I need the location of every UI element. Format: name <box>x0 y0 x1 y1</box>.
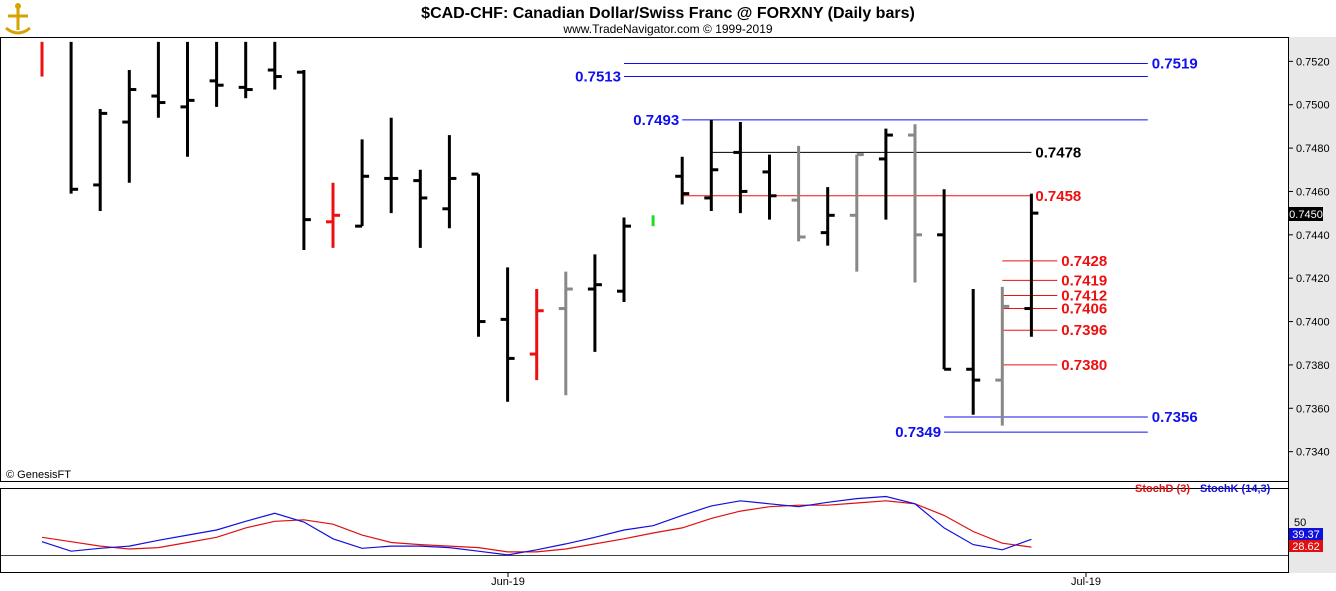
ohlc-bar <box>122 70 137 183</box>
last-price-marker: 0.7450 <box>1289 207 1323 221</box>
stoch-level-tick: 50 <box>1294 517 1306 529</box>
level-label: 0.7419 <box>1061 272 1107 289</box>
level-label: 0.7406 <box>1061 301 1107 318</box>
ohlc-bar <box>558 271 573 396</box>
y-tick-label: 0.7400 <box>1296 317 1330 329</box>
level-0-7349: 0.7349 <box>895 424 1148 441</box>
ohlc-bar <box>704 119 719 211</box>
price-axis-ticks: 0.7520 0.7500 0.7480 0.7460 0.7440 0.7420 0.74… <box>1288 56 1330 459</box>
level-label: 0.7412 <box>1061 288 1107 305</box>
ohlc-bar <box>849 153 864 272</box>
ohlc-bar <box>93 109 108 211</box>
ohlc-bar <box>326 182 340 248</box>
y-tick-label: 0.7440 <box>1296 230 1330 242</box>
level-0-7478: 0.7478 <box>711 144 1081 161</box>
ohlc-bar <box>384 117 399 214</box>
level-label: 0.7396 <box>1061 322 1107 339</box>
level-0-7396: 0.7396 <box>1002 322 1107 339</box>
ohlc-bar <box>820 187 835 246</box>
ohlc-bar <box>413 169 428 248</box>
y-tick-label: 0.7480 <box>1296 143 1330 155</box>
chart-subtitle: www.TradeNavigator.com © 1999-2019 <box>562 22 772 36</box>
level-label: 0.7458 <box>1035 188 1081 205</box>
level-label: 0.7356 <box>1152 409 1198 426</box>
stoch-d-marker: 28.62 <box>1289 540 1323 553</box>
y-tick-label: 0.7500 <box>1296 100 1330 112</box>
price-bars <box>40 41 1039 426</box>
ohlc-bar <box>617 217 631 303</box>
level-0-7493: 0.7493 <box>633 112 1148 129</box>
y-tick-label: 0.7340 <box>1296 447 1330 459</box>
level-0-7412: 0.7412 <box>1002 288 1107 305</box>
ohlc-bar <box>587 254 602 352</box>
ohlc-bar <box>529 289 544 381</box>
level-label: 0.7428 <box>1061 253 1107 270</box>
ohlc-bar <box>500 267 515 402</box>
ohlc-bar <box>267 41 282 90</box>
ohlc-bar <box>733 122 748 214</box>
ohlc-bar <box>180 41 195 157</box>
last-price-label: 0.7450 <box>1289 209 1323 221</box>
level-label: 0.7513 <box>575 69 621 86</box>
ohlc-bar <box>791 145 806 242</box>
y-tick-label: 0.7380 <box>1296 360 1330 372</box>
ohlc-bar <box>937 189 952 371</box>
annotation-levels: 0.7519 0.7513 0.7493 0.7478 0.7458 0.7428 0.74… <box>575 56 1198 442</box>
ohlc-bar <box>675 156 690 205</box>
level-0-7519: 0.7519 <box>624 56 1198 73</box>
price-axis-background <box>1288 37 1336 573</box>
ohlc-bar <box>355 139 370 228</box>
level-label: 0.7478 <box>1035 144 1081 161</box>
x-tick-label: Jul-19 <box>1071 576 1101 588</box>
level-0-7406: 0.7406 <box>1002 301 1107 318</box>
stoch-d-legend: StochD (3) <box>1135 483 1190 495</box>
stochastic-panel-frame <box>0 488 1289 573</box>
ohlc-bar <box>151 41 166 118</box>
ohlc-bar <box>296 70 311 250</box>
level-0-7428: 0.7428 <box>1002 253 1107 270</box>
level-0-7356: 0.7356 <box>944 409 1198 426</box>
level-0-7419: 0.7419 <box>1002 272 1107 289</box>
ohlc-bar <box>995 286 1010 426</box>
ohlc-bar <box>238 41 253 99</box>
stoch-d-line <box>41 500 1032 553</box>
chart-title: $CAD-CHF: Canadian Dollar/Swiss Franc @ … <box>421 5 915 22</box>
ohlc-bar <box>908 124 922 283</box>
y-tick-label: 0.7460 <box>1296 186 1330 198</box>
stoch-k-line <box>41 495 1032 556</box>
level-label: 0.7519 <box>1152 56 1198 73</box>
ohlc-bar <box>471 172 486 337</box>
ohlc-bar <box>209 41 224 107</box>
ohlc-bar <box>762 154 777 220</box>
stoch-k-value: 39.37 <box>1292 529 1320 541</box>
y-tick-label: 0.7520 <box>1296 56 1330 68</box>
level-label: 0.7493 <box>633 112 679 129</box>
stoch-k-legend: StochK (14,3) <box>1200 483 1271 495</box>
ohlc-bar <box>1024 193 1039 337</box>
stoch-k-marker: 39.37 <box>1289 528 1323 541</box>
y-tick-label: 0.7360 <box>1296 403 1330 415</box>
stoch-d-value: 28.62 <box>1292 541 1320 553</box>
ohlc-bar <box>442 135 457 229</box>
level-0-7513: 0.7513 <box>575 69 1148 86</box>
ohlc-bar <box>878 128 893 220</box>
logo-icon <box>5 3 31 35</box>
level-0-7380: 0.7380 <box>1002 357 1107 374</box>
x-tick-label: Jun-19 <box>491 576 525 588</box>
level-label: 0.7380 <box>1061 357 1107 374</box>
ohlc-bar <box>966 289 981 415</box>
ohlc-bar <box>69 41 79 194</box>
copyright-label: © GenesisFT <box>6 469 71 481</box>
y-tick-label: 0.7420 <box>1296 273 1330 285</box>
level-label: 0.7349 <box>895 424 941 441</box>
date-axis: Jun-19 Jul-19 <box>491 573 1101 588</box>
